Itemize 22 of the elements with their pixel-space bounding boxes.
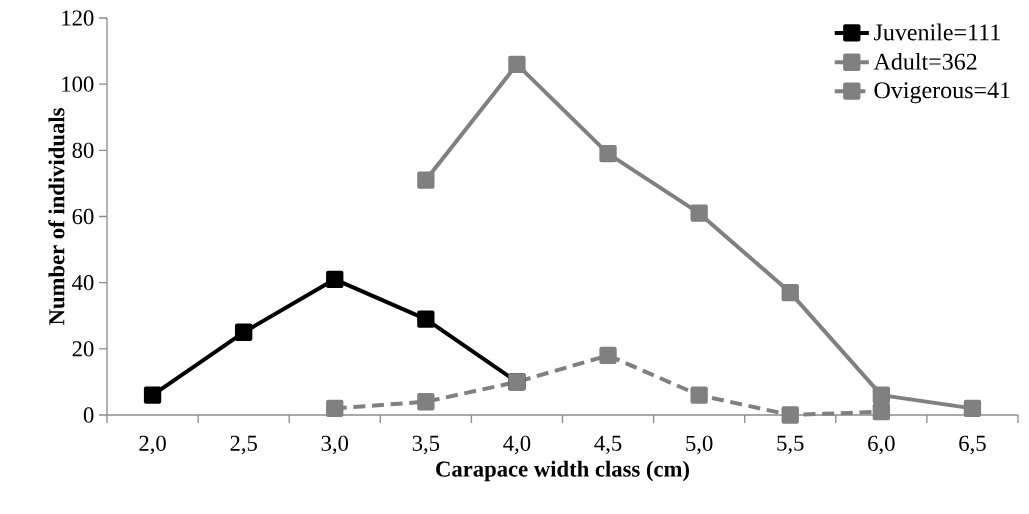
y-tick-label: 20 xyxy=(72,341,94,357)
x-axis-title: Carapace width class (cm) xyxy=(436,460,689,482)
x-tick-label: 6,0 xyxy=(868,435,895,455)
y-tick-label: 60 xyxy=(72,208,94,225)
x-tick-label: 5,5 xyxy=(777,435,804,455)
x-tick-label: 3,5 xyxy=(412,435,440,455)
x-tick-label: 2,5 xyxy=(230,435,257,455)
y-tick-label: 120 xyxy=(62,10,94,26)
legend-label: Juvenile=111 xyxy=(874,23,1000,41)
y-tick-label: 40 xyxy=(72,275,94,291)
x-tick-label: 6,5 xyxy=(959,435,986,455)
y-tick-label: 0 xyxy=(83,407,94,423)
legend-label: Adult=362 xyxy=(873,52,977,70)
y-tick-label: 100 xyxy=(62,76,94,92)
y-tick-label: 80 xyxy=(72,142,94,158)
x-tick-label: 4,5 xyxy=(594,435,622,455)
x-tick-label: 5,0 xyxy=(686,435,713,455)
legend-label: Ovigerous=41 xyxy=(874,82,1010,104)
x-tick-label: 3,0 xyxy=(321,435,349,455)
y-axis-title: Number of individuals xyxy=(48,108,65,325)
x-tick-label: 2,0 xyxy=(139,435,166,455)
x-tick-label: 4,0 xyxy=(503,435,531,455)
